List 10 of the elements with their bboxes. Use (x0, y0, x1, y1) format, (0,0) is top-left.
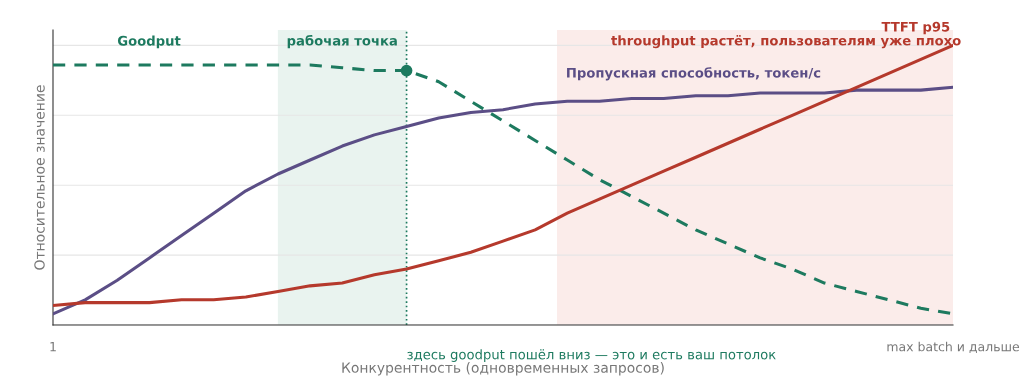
annotation: рабочая точка (287, 34, 397, 49)
y-axis-title: Относительное значение (34, 85, 45, 270)
series-label: Goodput (117, 35, 181, 49)
x-tick-label: 1 (50, 342, 56, 352)
series-label: TTFT p95 (881, 21, 950, 35)
annotation: throughput растёт, пользователям уже плохо (611, 35, 961, 49)
x-tick-label: max batch и дальше (887, 341, 1020, 353)
series-label: Пропускная способность, токен/с (567, 67, 821, 81)
text: здесь goodput пошёл вниз — это и есть ваш потолок (407, 349, 776, 362)
x-axis-title: Конкурентность (одновременных запросов) (342, 362, 664, 376)
